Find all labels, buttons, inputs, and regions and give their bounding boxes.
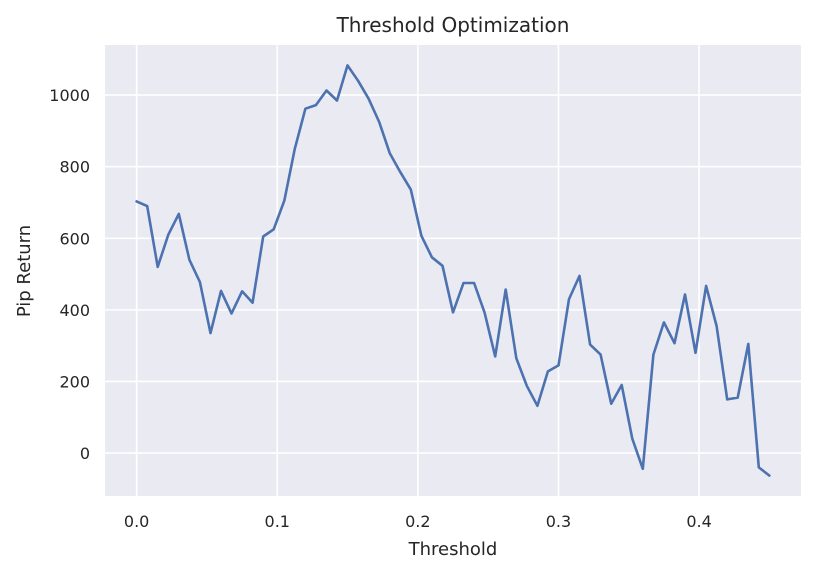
y-tick-label: 600: [59, 229, 90, 248]
y-tick-label: 200: [59, 372, 90, 391]
x-tick-label: 0.0: [124, 512, 149, 531]
x-tick-labels: 0.0 0.1 0.2 0.3 0.4: [124, 512, 712, 531]
x-axis-label: Threshold: [408, 539, 498, 560]
y-tick-label: 0: [80, 444, 90, 463]
series-line-pip-return: [135, 64, 771, 477]
y-tick-labels: 0 200 400 600 800 1000: [49, 86, 90, 463]
x-tick-label: 0.3: [546, 512, 571, 531]
y-tick-label: 1000: [49, 86, 90, 105]
y-tick-label: 800: [59, 158, 90, 177]
x-tick-label: 0.2: [405, 512, 430, 531]
plot-background: [105, 45, 801, 496]
y-tick-label: 400: [59, 301, 90, 320]
x-tick-label: 0.1: [265, 512, 290, 531]
grid-lines: [105, 45, 801, 496]
chart-title: Threshold Optimization: [336, 13, 570, 37]
y-axis-label: Pip Return: [14, 225, 35, 317]
x-tick-label: 0.4: [686, 512, 711, 531]
